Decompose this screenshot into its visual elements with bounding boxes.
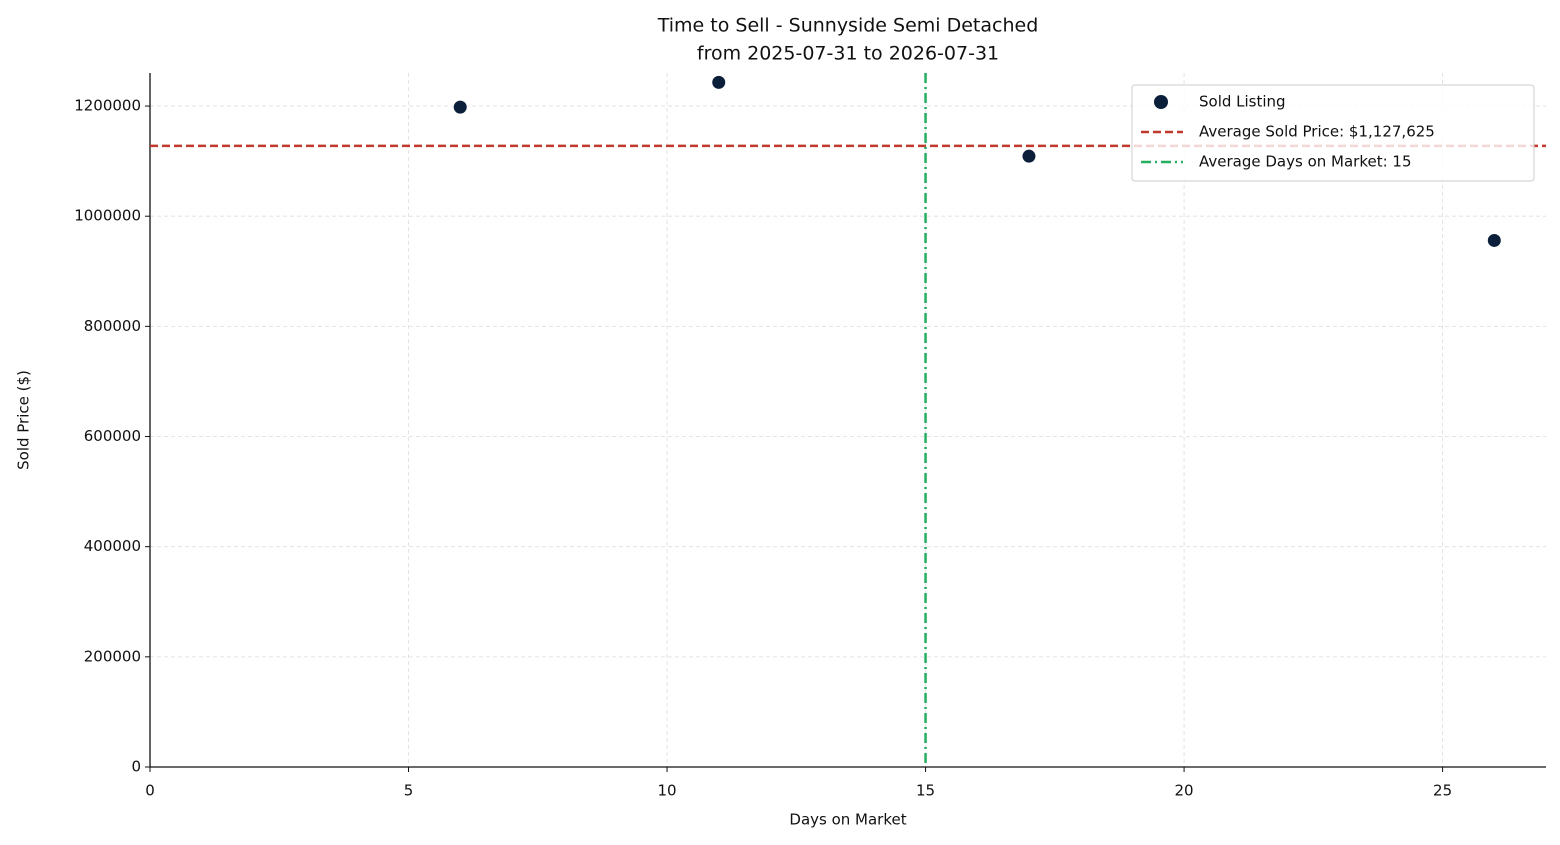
x-tick-label: 25 [1433, 782, 1452, 800]
data-point [711, 74, 727, 90]
data-point [452, 99, 468, 115]
y-tick-label: 400000 [84, 537, 141, 555]
legend-marker [1154, 95, 1168, 109]
x-tick-label: 10 [657, 782, 676, 800]
y-tick-label: 600000 [84, 427, 141, 445]
y-tick-label: 200000 [84, 647, 141, 665]
x-axis-label: Days on Market [789, 811, 906, 829]
x-tick-label: 20 [1175, 782, 1194, 800]
x-tick-label: 0 [145, 782, 155, 800]
legend-box [1131, 84, 1535, 182]
x-tick-label: 15 [916, 782, 935, 800]
data-point [1486, 232, 1502, 248]
y-tick-label: 1200000 [74, 97, 141, 115]
x-tick-label: 5 [404, 782, 414, 800]
y-tick-label: 0 [131, 758, 141, 776]
chart-subtitle: from 2025-07-31 to 2026-07-31 [697, 43, 999, 65]
chart-title: Time to Sell - Sunnyside Semi Detached [657, 15, 1039, 37]
legend-label: Average Sold Price: $1,127,625 [1199, 123, 1435, 141]
data-point [1021, 148, 1037, 164]
legend-label: Sold Listing [1199, 93, 1286, 111]
y-tick-label: 800000 [84, 317, 141, 335]
y-axis-label: Sold Price ($) [15, 370, 33, 470]
legend-label: Average Days on Market: 15 [1199, 153, 1412, 171]
y-tick-label: 1000000 [74, 207, 141, 225]
legend: Sold Listing Average Sold Price: $1,127,6… [1131, 84, 1535, 182]
